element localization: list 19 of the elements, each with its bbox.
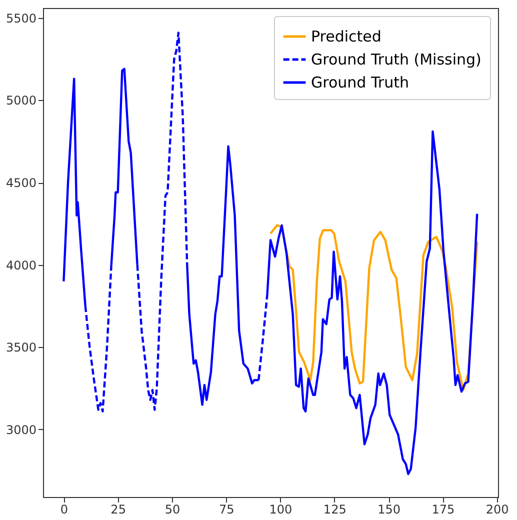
y-tick-label: 4000 — [6, 258, 36, 272]
x-tick-label: 75 — [218, 502, 234, 516]
x-tick-label: 125 — [323, 502, 346, 516]
legend-label: Ground Truth — [311, 74, 409, 92]
x-tick-label: 0 — [60, 502, 68, 516]
x-tick-label: 25 — [110, 502, 126, 516]
y-tick-label: 5000 — [6, 94, 36, 108]
y-tick-label: 3000 — [6, 422, 36, 437]
x-tick-label: 50 — [164, 502, 180, 516]
x-tick-label: 200 — [486, 502, 509, 516]
line-series — [269, 224, 478, 392]
y-tick-label: 4500 — [6, 176, 36, 190]
y-tick-label: 3500 — [6, 340, 36, 355]
x-tick-label: 150 — [378, 502, 400, 516]
y-tick-label: 5500 — [6, 11, 36, 26]
x-tick-label: 100 — [269, 502, 292, 516]
x-tick-label: 175 — [432, 502, 455, 516]
legend-label: Ground Truth (Missing) — [311, 50, 482, 68]
legend-label: Predicted — [311, 28, 382, 46]
